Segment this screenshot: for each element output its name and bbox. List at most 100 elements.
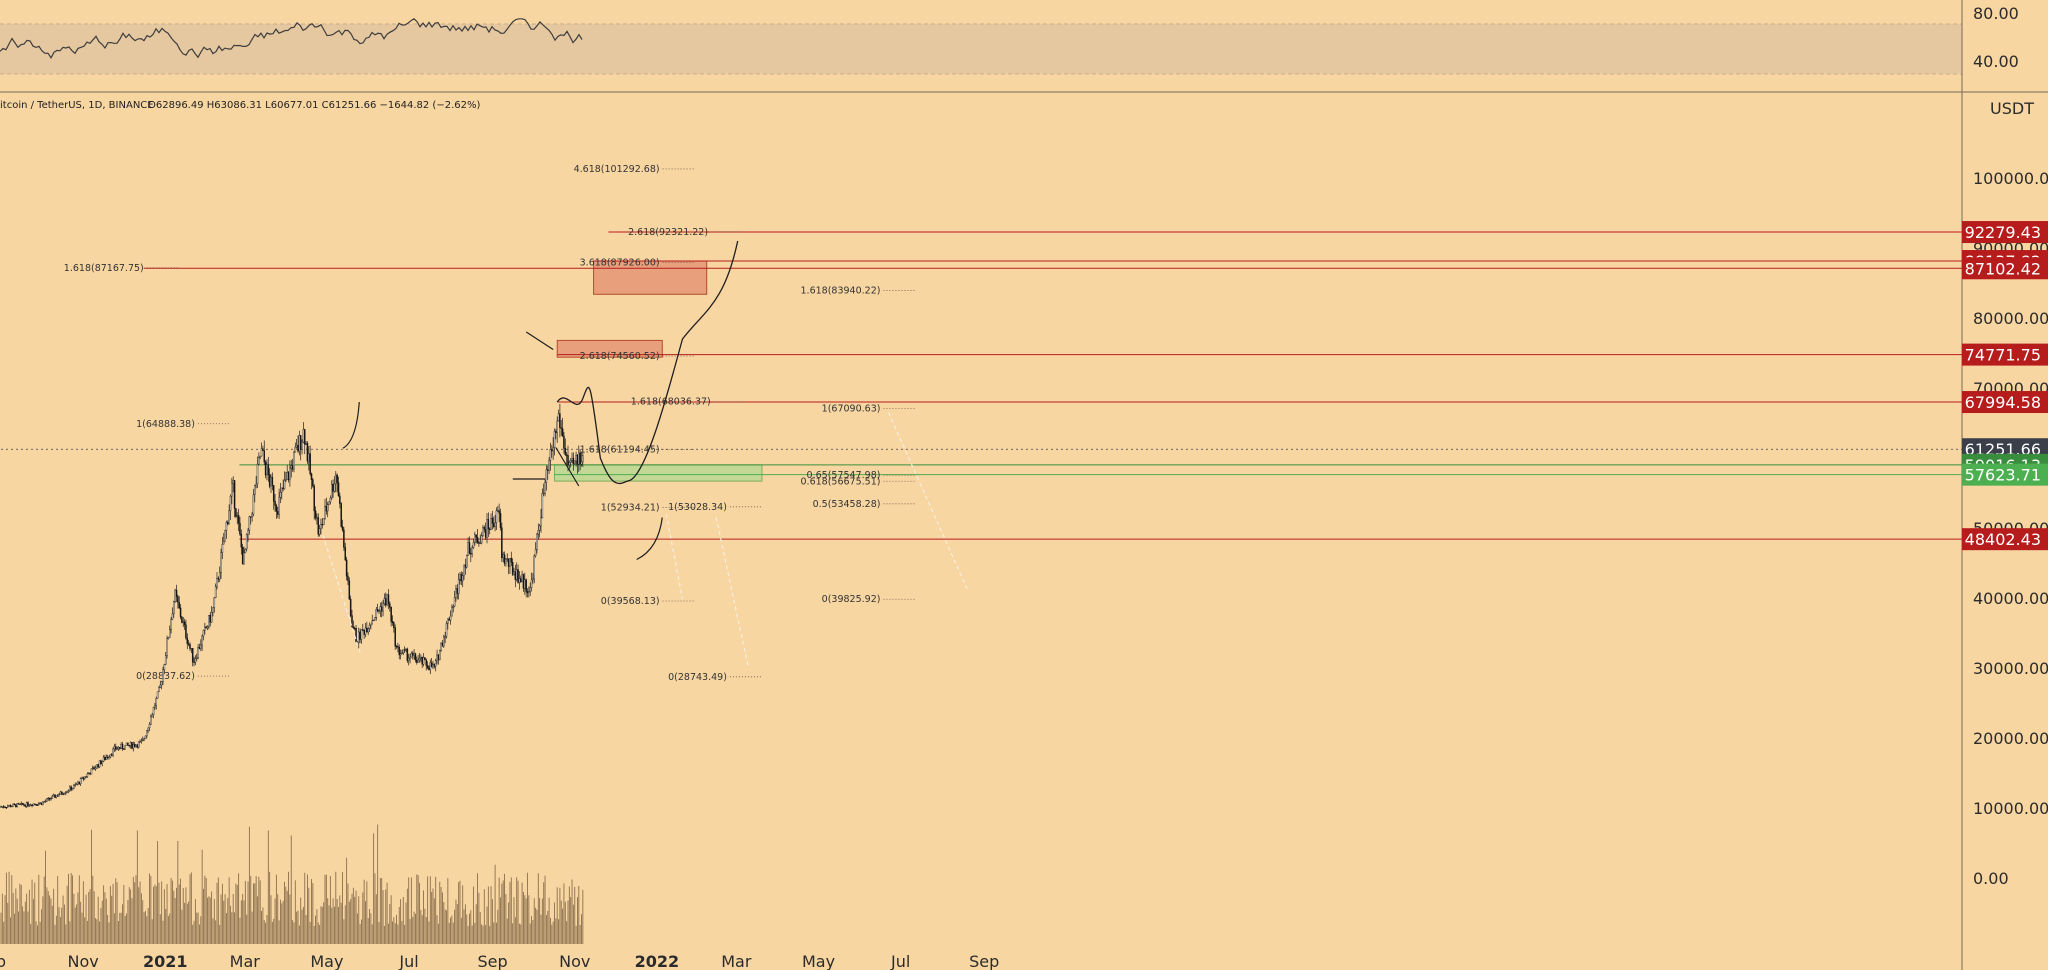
candle-body: [255, 483, 257, 486]
fib-diagonal: [888, 412, 969, 592]
candle-body: [114, 746, 117, 750]
candle-body: [29, 804, 32, 807]
candle-body: [249, 516, 252, 518]
candle-body: [513, 571, 515, 575]
candle-body: [572, 457, 575, 464]
candle-body: [293, 451, 295, 470]
time-axis-label: 2021: [143, 952, 188, 970]
candle-body: [478, 542, 480, 544]
candle-body: [297, 445, 299, 452]
candle-body: [532, 578, 534, 581]
candle-body: [256, 463, 259, 485]
candle-body: [2, 806, 5, 808]
candle-body: [185, 624, 187, 639]
candle-body: [474, 534, 476, 543]
volume-bars: [0, 824, 584, 944]
time-axis-label: May: [802, 952, 835, 970]
candle-body: [375, 609, 378, 618]
candle-body: [406, 648, 409, 661]
candle-body: [386, 594, 388, 606]
candle-body: [259, 455, 261, 458]
candle-body: [385, 598, 387, 606]
candle-body: [290, 465, 293, 469]
candle-body: [59, 791, 62, 795]
candle-body: [48, 797, 51, 800]
candle-body: [439, 650, 441, 661]
candle-body: [395, 646, 398, 648]
candle-body: [227, 522, 229, 525]
candle-body: [476, 537, 479, 543]
candle-body: [470, 553, 472, 555]
candle-body: [140, 740, 143, 742]
candle-body: [503, 554, 506, 564]
candle-body: [413, 653, 415, 656]
candle-body: [108, 756, 110, 758]
candle-body: [27, 802, 29, 806]
candle-body: [387, 594, 390, 604]
time-axis-label: Sep: [478, 952, 508, 970]
candle-body: [75, 783, 78, 786]
candle-body: [87, 773, 90, 775]
candle-body: [4, 806, 6, 809]
candle-body: [301, 441, 303, 450]
candle-body: [283, 480, 286, 489]
candle-body: [367, 628, 369, 633]
candle-body: [12, 803, 14, 807]
candle-body: [150, 716, 152, 725]
candle-body: [552, 447, 554, 452]
candle-body: [104, 756, 106, 760]
candle-body: [530, 579, 533, 588]
candle-body: [514, 571, 517, 580]
candle-body: [426, 665, 429, 669]
candle-body: [275, 505, 278, 512]
candle-body: [105, 757, 108, 760]
price-tag: [1962, 221, 2048, 244]
candle-body: [287, 471, 290, 481]
candle-body: [152, 707, 155, 716]
candle-body: [533, 555, 536, 580]
candle-body: [329, 497, 332, 503]
candle-body: [502, 554, 504, 558]
candle-body: [505, 558, 507, 564]
candle-body: [548, 460, 550, 471]
candle-body: [391, 621, 394, 623]
candle-body: [277, 511, 279, 515]
candle-body: [363, 629, 365, 635]
candle-body: [491, 518, 494, 524]
candle-body: [245, 534, 248, 550]
candle-body: [518, 578, 521, 583]
candle-body: [51, 795, 54, 799]
candle-body: [479, 542, 482, 544]
candle-body: [344, 547, 347, 561]
candle-body: [542, 492, 545, 495]
candle-body: [565, 454, 568, 456]
candle-body: [471, 547, 473, 555]
candle-body: [434, 660, 437, 667]
candle-body: [429, 662, 432, 670]
candle-body: [286, 471, 288, 480]
fib-label: 1.618(83940.22): [801, 285, 881, 296]
candle-body: [205, 626, 207, 629]
candle-body: [102, 756, 105, 762]
candle-body: [453, 597, 456, 607]
projection-drawings: [322, 240, 969, 669]
rsi-tick-80: 80.00: [1973, 4, 2019, 23]
fib-label: 0.5(53458.28): [813, 499, 881, 510]
candle-body: [302, 429, 305, 443]
candle-body: [120, 743, 122, 749]
candle-body: [67, 790, 70, 792]
candle-body: [28, 805, 31, 807]
candle-body: [482, 527, 484, 536]
candle-body: [382, 603, 384, 612]
candle-body: [432, 664, 434, 668]
candle-body: [360, 629, 363, 640]
legend-symbol: itcoin / TetherUS, 1D, BINANCE: [0, 100, 154, 111]
candle-body: [262, 448, 264, 451]
time-axis-label: Mar: [230, 952, 261, 970]
candle-body: [74, 784, 76, 786]
candle-body: [131, 742, 133, 749]
candle-body: [484, 529, 487, 538]
fib-levels: 4.618(101292.68) 2.618(92321.22) 3.618(879…: [64, 164, 917, 683]
